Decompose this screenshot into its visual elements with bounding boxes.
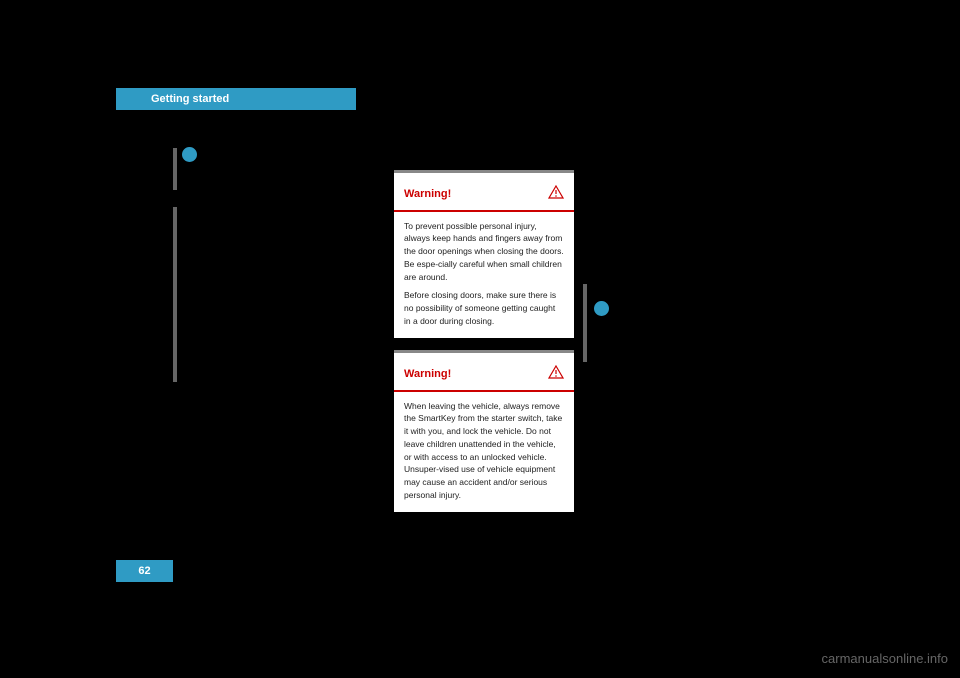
warning-triangle-icon bbox=[548, 365, 564, 382]
page-number-box: 62 bbox=[116, 560, 173, 582]
warning-title: Warning! bbox=[404, 368, 451, 380]
warning-box: Warning! When leaving the vehicle, alway… bbox=[394, 350, 574, 512]
warning-top-border bbox=[394, 350, 574, 353]
warning-body: When leaving the vehicle, always remove … bbox=[394, 400, 574, 512]
warning-header: Warning! bbox=[394, 185, 574, 210]
margin-bar bbox=[583, 284, 587, 362]
warning-top-border bbox=[394, 170, 574, 173]
section-title: Getting started bbox=[151, 93, 229, 105]
margin-bar bbox=[173, 207, 177, 382]
margin-bar bbox=[173, 148, 177, 190]
watermark-text: carmanualsonline.info bbox=[822, 651, 948, 666]
info-icon bbox=[182, 147, 197, 162]
warning-box: Warning! To prevent possible personal in… bbox=[394, 170, 574, 338]
page-number: 62 bbox=[138, 565, 150, 577]
warning-paragraph: Before closing doors, make sure there is… bbox=[404, 289, 564, 327]
warning-header: Warning! bbox=[394, 365, 574, 390]
info-icon bbox=[594, 301, 609, 316]
manual-page: Getting started Warning! To prevent poss… bbox=[116, 62, 846, 617]
warning-triangle-icon bbox=[548, 185, 564, 202]
warning-divider bbox=[394, 210, 574, 212]
section-header-bar: Getting started bbox=[116, 88, 356, 110]
warning-body: To prevent possible personal injury, alw… bbox=[394, 220, 574, 338]
warning-paragraph: To prevent possible personal injury, alw… bbox=[404, 220, 564, 284]
warning-title: Warning! bbox=[404, 188, 451, 200]
warning-paragraph: When leaving the vehicle, always remove … bbox=[404, 400, 564, 502]
warning-divider bbox=[394, 390, 574, 392]
